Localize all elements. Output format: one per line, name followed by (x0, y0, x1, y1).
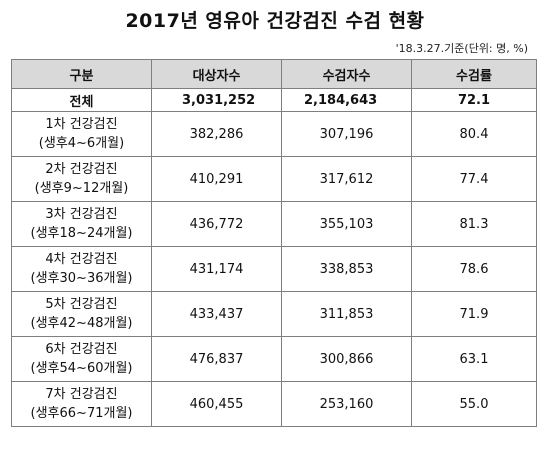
checkup-round: 3차 건강검진 (45, 207, 118, 222)
checkup-round: 2차 건강검진 (45, 162, 118, 177)
checkup-round: 1차 건강검진 (45, 117, 118, 132)
row-examinees: 317,612 (281, 156, 412, 202)
checkup-round: 4차 건강검진 (45, 252, 118, 267)
header-targets: 대상자수 (151, 59, 282, 89)
checkup-age-period: (생후42~48개월) (30, 316, 133, 331)
checkup-age-period: (생후4~6개월) (38, 136, 125, 151)
table-row: 4차 건강검진 (생후30~36개월) 431,174 338,853 78.6 (11, 246, 537, 292)
row-label: 3차 건강검진 (생후18~24개월) (11, 201, 152, 247)
header-category: 구분 (11, 59, 152, 89)
row-rate: 80.4 (411, 111, 537, 157)
total-rate: 72.1 (411, 88, 537, 112)
row-label: 5차 건강검진 (생후42~48개월) (11, 291, 152, 337)
checkup-age-period: (생후54~60개월) (30, 361, 133, 376)
checkup-age-period: (생후66~71개월) (30, 406, 133, 421)
row-examinees: 355,103 (281, 201, 412, 247)
row-targets: 460,455 (151, 381, 282, 427)
total-label: 전체 (11, 88, 152, 112)
checkup-stats-table: 구분 대상자수 수검자수 수검률 전체 3,031,252 2,184,643 … (11, 59, 537, 427)
checkup-round: 6차 건강검진 (45, 342, 118, 357)
row-rate: 78.6 (411, 246, 537, 292)
row-rate: 55.0 (411, 381, 537, 427)
row-targets: 410,291 (151, 156, 282, 202)
page-title: 2017년 영유아 건강검진 수검 현황 (125, 10, 425, 32)
reference-date-note: '18.3.27.기준(단위: 명, %) (395, 42, 528, 55)
row-label: 2차 건강검진 (생후9~12개월) (11, 156, 152, 202)
row-targets: 436,772 (151, 201, 282, 247)
row-examinees: 338,853 (281, 246, 412, 292)
header-rate: 수검률 (411, 59, 537, 89)
checkup-age-period: (생후9~12개월) (34, 181, 129, 196)
checkup-age-period: (생후30~36개월) (30, 271, 133, 286)
row-label: 4차 건강검진 (생후30~36개월) (11, 246, 152, 292)
row-rate: 77.4 (411, 156, 537, 202)
table-row: 6차 건강검진 (생후54~60개월) 476,837 300,866 63.1 (11, 336, 537, 382)
total-row: 전체 3,031,252 2,184,643 72.1 (11, 88, 537, 112)
row-examinees: 300,866 (281, 336, 412, 382)
row-examinees: 253,160 (281, 381, 412, 427)
table-row: 2차 건강검진 (생후9~12개월) 410,291 317,612 77.4 (11, 156, 537, 202)
row-targets: 476,837 (151, 336, 282, 382)
row-rate: 71.9 (411, 291, 537, 337)
row-label: 7차 건강검진 (생후66~71개월) (11, 381, 152, 427)
row-targets: 382,286 (151, 111, 282, 157)
total-examinees: 2,184,643 (281, 88, 412, 112)
header-examinees: 수검자수 (281, 59, 412, 89)
table-row: 7차 건강검진 (생후66~71개월) 460,455 253,160 55.0 (11, 381, 537, 427)
checkup-round: 7차 건강검진 (45, 387, 118, 402)
table-row: 5차 건강검진 (생후42~48개월) 433,437 311,853 71.9 (11, 291, 537, 337)
table-row: 1차 건강검진 (생후4~6개월) 382,286 307,196 80.4 (11, 111, 537, 157)
checkup-age-period: (생후18~24개월) (30, 226, 133, 241)
row-label: 1차 건강검진 (생후4~6개월) (11, 111, 152, 157)
row-rate: 81.3 (411, 201, 537, 247)
table-row: 3차 건강검진 (생후18~24개월) 436,772 355,103 81.3 (11, 201, 537, 247)
row-label: 6차 건강검진 (생후54~60개월) (11, 336, 152, 382)
checkup-round: 5차 건강검진 (45, 297, 118, 312)
row-targets: 431,174 (151, 246, 282, 292)
total-targets: 3,031,252 (151, 88, 282, 112)
table-header-row: 구분 대상자수 수검자수 수검률 (11, 59, 537, 89)
row-examinees: 311,853 (281, 291, 412, 337)
row-targets: 433,437 (151, 291, 282, 337)
row-examinees: 307,196 (281, 111, 412, 157)
row-rate: 63.1 (411, 336, 537, 382)
